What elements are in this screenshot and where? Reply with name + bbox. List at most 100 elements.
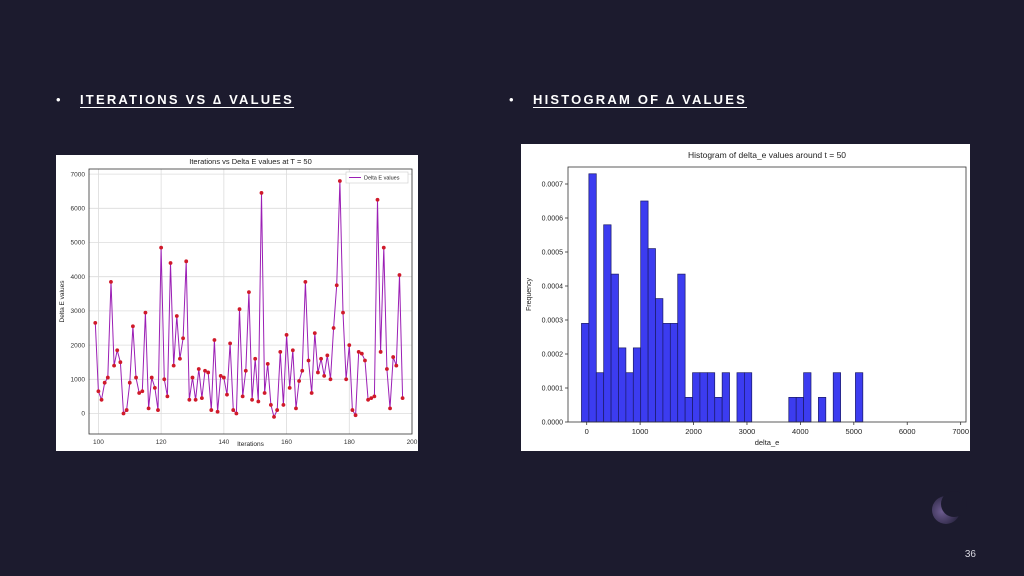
- data-point: [265, 362, 270, 366]
- data-point: [400, 396, 405, 400]
- data-point: [171, 363, 176, 368]
- histogram-bar: [721, 372, 730, 423]
- data-point: [209, 408, 214, 412]
- x-tick-label: 6000: [899, 427, 916, 436]
- histogram-bar: [632, 347, 642, 423]
- data-point: [234, 411, 239, 416]
- plot-frame: [88, 168, 413, 435]
- line-chart-panel: 100 120 140 160 180 200 0 1000 2000 3000 4000 5000 6…: [56, 155, 418, 451]
- data-point: [353, 413, 358, 418]
- y-tick-label: 2000: [71, 342, 86, 349]
- histogram-bar: [640, 200, 649, 423]
- data-point: [137, 391, 142, 395]
- legend-label: Delta E values: [364, 176, 400, 182]
- data-point: [199, 396, 204, 400]
- data-point: [328, 377, 333, 382]
- data-point: [109, 279, 113, 284]
- x-tick-label: 160: [281, 439, 292, 446]
- data-point: [394, 363, 399, 368]
- data-point: [366, 397, 370, 402]
- histogram-bar: [618, 347, 627, 423]
- x-axis-label: delta_e: [755, 438, 780, 447]
- data-point: [115, 348, 120, 353]
- data-point: [347, 343, 352, 347]
- histogram-bar: [803, 372, 812, 423]
- y-tick-label: 0.0005: [542, 250, 564, 257]
- data-point: [259, 191, 264, 195]
- histogram-bar: [855, 372, 864, 423]
- data-point: [206, 370, 211, 375]
- y-tick-label: 0.0001: [542, 386, 564, 393]
- data-point: [250, 397, 254, 402]
- data-point: [306, 358, 311, 363]
- data-point: [112, 363, 116, 368]
- data-point: [174, 314, 179, 318]
- y-tick-label: 0.0007: [542, 182, 564, 189]
- data-point: [149, 375, 154, 380]
- histogram-bar: [818, 397, 827, 423]
- data-point: [381, 245, 386, 250]
- data-point: [178, 356, 182, 361]
- data-point: [350, 408, 355, 412]
- data-point: [247, 290, 251, 294]
- histogram-bar: [684, 397, 693, 423]
- data-point: [294, 406, 298, 411]
- data-point: [162, 377, 167, 382]
- histogram-bar: [603, 224, 612, 423]
- data-point: [118, 360, 123, 365]
- data-point: [215, 409, 220, 414]
- data-point: [140, 389, 145, 394]
- data-point: [309, 391, 314, 395]
- data-point: [337, 179, 342, 183]
- histogram-bar: [677, 273, 686, 423]
- x-tick-label: 0: [585, 427, 589, 436]
- data-point: [228, 341, 233, 346]
- y-tick-label: 7000: [71, 171, 86, 178]
- data-point: [312, 331, 317, 336]
- data-point: [253, 356, 258, 361]
- data-point: [102, 380, 107, 385]
- y-axis-label: Delta E values: [59, 280, 66, 323]
- y-tick-label: 0.0003: [542, 318, 564, 325]
- x-tick-label: 5000: [845, 427, 862, 436]
- plot-frame: [567, 166, 967, 423]
- y-tick-label: 6000: [71, 206, 86, 213]
- bullet: •: [56, 92, 61, 107]
- x-tick-label: 2000: [685, 427, 702, 436]
- x-tick-label: 3000: [739, 427, 756, 436]
- left-heading-text: ITERATIONS VS ∆ VALUES: [80, 92, 295, 107]
- data-point: [96, 389, 101, 394]
- histogram-bar: [744, 372, 753, 423]
- data-point: [165, 394, 170, 399]
- x-tick-label: 7000: [952, 427, 969, 436]
- chart-title: Histogram of delta_e values around t = 5…: [688, 150, 846, 160]
- data-point: [397, 273, 402, 277]
- data-point: [124, 408, 129, 412]
- x-tick-label: 180: [344, 439, 355, 446]
- histogram-bar: [610, 273, 619, 423]
- data-point: [243, 368, 248, 373]
- data-point: [372, 394, 377, 399]
- data-point: [218, 373, 223, 378]
- data-point: [284, 332, 289, 337]
- data-point: [212, 338, 217, 342]
- y-tick-label: 1000: [71, 376, 86, 383]
- data-point: [319, 356, 323, 361]
- page-number: 36: [964, 549, 976, 560]
- data-point: [240, 394, 245, 399]
- series-line: [94, 180, 404, 419]
- histogram-bar: [595, 372, 605, 423]
- data-point: [281, 403, 286, 407]
- data-point: [300, 368, 305, 373]
- x-tick-label: 200: [407, 439, 418, 446]
- x-tick-label: 140: [218, 439, 229, 446]
- data-point: [221, 375, 226, 380]
- y-tick-label: 0.0004: [542, 284, 564, 291]
- histogram-bar: [795, 397, 804, 423]
- data-point: [256, 399, 261, 404]
- data-point: [388, 406, 392, 411]
- y-tick-label: 0.0002: [542, 352, 564, 359]
- histogram-bar: [706, 372, 716, 423]
- histogram-bar: [669, 323, 679, 423]
- data-point: [325, 353, 330, 358]
